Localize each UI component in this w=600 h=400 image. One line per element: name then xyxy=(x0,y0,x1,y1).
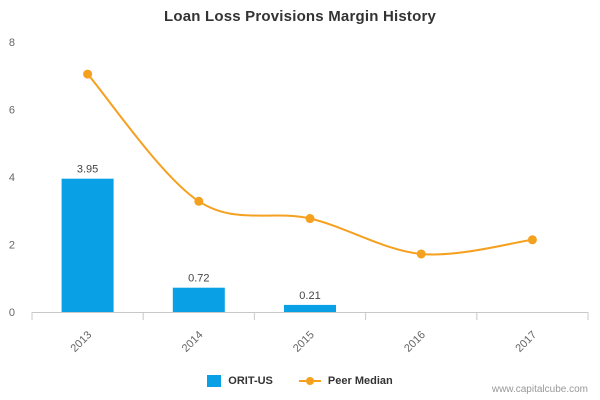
chart-title: Loan Loss Provisions Margin History xyxy=(163,8,437,25)
peer-median-point xyxy=(416,249,426,259)
peer-median-point xyxy=(83,69,93,79)
legend-swatch-line xyxy=(298,375,321,387)
bar-data-label: 3.95 xyxy=(77,164,98,176)
bar xyxy=(61,178,114,312)
bar xyxy=(172,287,225,312)
y-tick-label: 6 xyxy=(9,105,15,117)
y-tick-label: 2 xyxy=(9,240,15,252)
bar-data-label: 0.21 xyxy=(299,290,320,302)
legend-label-peer-median: Peer Median xyxy=(327,375,393,387)
legend-item-peer-median[interactable]: Peer Median xyxy=(298,375,393,387)
bar xyxy=(284,304,336,312)
legend-item-orit-us[interactable]: ORIT-US xyxy=(207,375,273,387)
y-tick-label: 8 xyxy=(9,37,15,49)
y-tick-label: 0 xyxy=(9,307,15,319)
peer-median-point xyxy=(527,235,537,245)
x-tick-label: 2017 xyxy=(513,329,539,355)
x-tick-label: 2016 xyxy=(402,329,428,355)
bar-data-label: 0.72 xyxy=(188,273,209,285)
legend-swatch-bar xyxy=(207,375,222,387)
x-tick-label: 2014 xyxy=(180,329,206,355)
peer-median-point xyxy=(194,196,204,206)
x-tick-label: 2013 xyxy=(69,329,95,355)
peer-median-line xyxy=(86,73,533,256)
legend: ORIT-US Peer Median xyxy=(0,372,600,390)
legend-label-orit-us: ORIT-US xyxy=(228,375,273,387)
peer-median-point xyxy=(305,214,315,224)
x-tick-label: 2015 xyxy=(291,329,317,355)
source-credit: www.capitalcube.com xyxy=(491,384,588,395)
y-tick-label: 4 xyxy=(9,172,15,184)
